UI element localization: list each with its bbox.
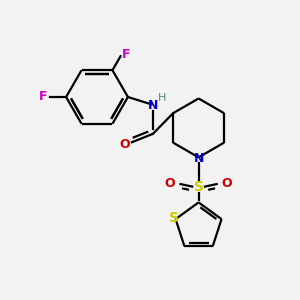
Text: O: O — [119, 138, 130, 151]
Text: F: F — [122, 48, 130, 61]
Text: O: O — [222, 177, 232, 190]
Text: N: N — [194, 152, 204, 165]
Text: S: S — [169, 211, 179, 225]
Text: H: H — [158, 93, 166, 103]
Text: O: O — [165, 177, 175, 190]
Text: F: F — [39, 91, 48, 103]
Text: S: S — [194, 180, 204, 194]
Text: N: N — [148, 99, 158, 112]
